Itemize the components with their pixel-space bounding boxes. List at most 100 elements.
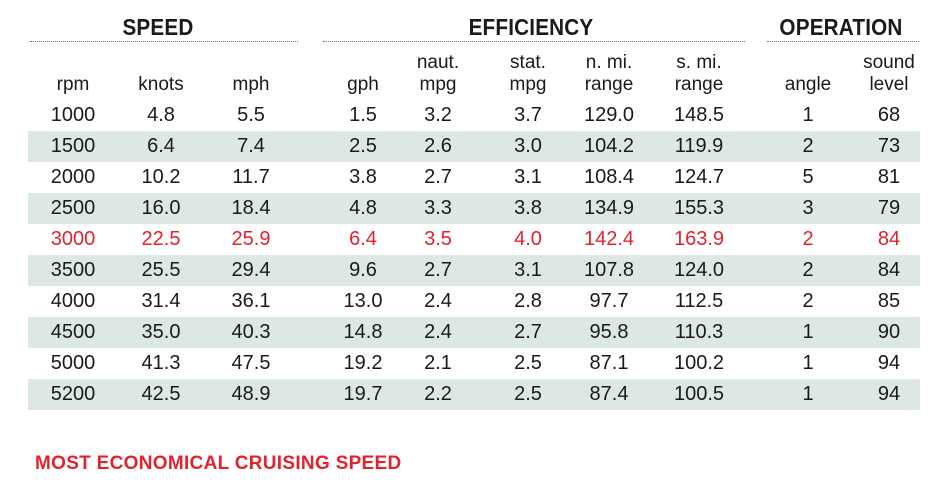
cell-angle: 5: [802, 166, 814, 188]
cell-stat-mpg: 3.8: [514, 197, 542, 219]
cell-sound-level: 73: [877, 135, 901, 157]
cell-gph: 19.7: [343, 383, 383, 405]
cell-sound-level: 94: [877, 352, 901, 374]
cell-mph: 18.4: [231, 197, 271, 219]
cell-mph: 48.9: [231, 383, 271, 405]
cell-sound-level: 90: [877, 321, 901, 343]
cell-knots: 25.5: [141, 259, 181, 281]
column-header-line2: level: [869, 74, 909, 95]
cell-n-mi-range: 108.4: [583, 166, 635, 188]
cell-rpm: 4000: [50, 290, 96, 312]
cell-knots: 10.2: [141, 166, 181, 188]
cell-n-mi-range: 95.8: [589, 321, 629, 343]
cell-s-mi-range: 100.5: [673, 383, 725, 405]
efficiency-group-rule: [323, 41, 745, 42]
cell-n-mi-range: 129.0: [583, 104, 635, 126]
column-header-knots: knots: [123, 48, 199, 96]
cell-knots: 31.4: [141, 290, 181, 312]
cell-stat-mpg: 2.8: [514, 290, 542, 312]
cell-naut-mpg: 3.5: [424, 228, 452, 250]
table-row: 5000 41.3 47.5 19.2 2.1 2.5 87.1 100.2 1 94: [28, 348, 920, 379]
cell-naut-mpg: 2.1: [424, 352, 452, 374]
cell-sound-level: 79: [877, 197, 901, 219]
cell-gph: 1.5: [349, 104, 377, 126]
speed-group-rule: [30, 41, 298, 42]
cell-angle: 1: [802, 321, 814, 343]
cell-n-mi-range: 97.7: [589, 290, 629, 312]
column-header-s-mi-range: s. mi. range: [663, 48, 735, 96]
group-header-operation: OPERATION: [779, 14, 903, 40]
group-header-speed: SPEED: [122, 14, 194, 40]
table-row: 4000 31.4 36.1 13.0 2.4 2.8 97.7 112.5 2 85: [28, 286, 920, 317]
group-header-efficiency: EFFICIENCY: [468, 14, 594, 40]
cell-stat-mpg: 3.0: [514, 135, 542, 157]
cell-angle: 1: [802, 352, 814, 374]
cell-gph: 3.8: [349, 166, 377, 188]
cell-rpm: 2500: [50, 197, 96, 219]
operation-group-rule: [767, 41, 919, 42]
cell-stat-mpg: 2.7: [514, 321, 542, 343]
cell-stat-mpg: 2.5: [514, 352, 542, 374]
cell-stat-mpg: 4.0: [514, 228, 542, 250]
cell-s-mi-range: 155.3: [673, 197, 725, 219]
cell-stat-mpg: 3.1: [514, 166, 542, 188]
cell-sound-level: 94: [877, 383, 901, 405]
cell-knots: 6.4: [147, 135, 175, 157]
cell-mph: 5.5: [237, 104, 265, 126]
cell-mph: 29.4: [231, 259, 271, 281]
cell-angle: 1: [802, 104, 814, 126]
cell-mph: 25.9: [231, 228, 271, 250]
cell-naut-mpg: 2.6: [424, 135, 452, 157]
table-row-highlighted: 3000 22.5 25.9 6.4 3.5 4.0 142.4 163.9 2 84: [28, 224, 920, 255]
cell-sound-level: 81: [877, 166, 901, 188]
cell-mph: 11.7: [232, 166, 270, 188]
cell-rpm: 1500: [50, 135, 96, 157]
footnote-most-economical: MOST ECONOMICAL CRUISING SPEED: [35, 453, 402, 474]
cell-rpm: 3500: [50, 259, 96, 281]
cell-angle: 3: [802, 197, 814, 219]
cell-s-mi-range: 110.3: [674, 321, 724, 343]
cell-n-mi-range: 134.9: [583, 197, 635, 219]
cell-angle: 2: [802, 290, 814, 312]
cell-gph: 13.0: [343, 290, 383, 312]
column-header-line2: mph: [232, 74, 270, 95]
column-header-line1: n. mi.: [585, 52, 633, 73]
cell-knots: 4.8: [147, 104, 175, 126]
column-header-line2: range: [584, 74, 634, 95]
cell-n-mi-range: 87.1: [589, 352, 629, 374]
table-row: 1500 6.4 7.4 2.5 2.6 3.0 104.2 119.9 2 73: [28, 131, 920, 162]
column-header-line2: knots: [138, 74, 184, 95]
cell-sound-level: 85: [877, 290, 901, 312]
table-row: 2000 10.2 11.7 3.8 2.7 3.1 108.4 124.7 5 81: [28, 162, 920, 193]
cell-naut-mpg: 2.4: [424, 290, 452, 312]
cell-s-mi-range: 163.9: [673, 228, 725, 250]
cell-s-mi-range: 124.7: [673, 166, 725, 188]
column-header-naut-mpg: naut. mpg: [408, 48, 468, 96]
cell-mph: 47.5: [231, 352, 271, 374]
cell-mph: 36.1: [231, 290, 271, 312]
cell-gph: 19.2: [343, 352, 383, 374]
column-header-line1: stat.: [510, 52, 546, 73]
table-row: 2500 16.0 18.4 4.8 3.3 3.8 134.9 155.3 3 79: [28, 193, 920, 224]
cell-n-mi-range: 142.4: [583, 228, 635, 250]
cell-naut-mpg: 3.3: [424, 197, 452, 219]
cell-stat-mpg: 3.1: [514, 259, 542, 281]
cell-knots: 41.3: [141, 352, 181, 374]
column-header-line2: mpg: [419, 74, 457, 95]
cell-rpm: 1000: [50, 104, 96, 126]
cell-naut-mpg: 2.2: [424, 383, 452, 405]
cell-angle: 2: [802, 259, 814, 281]
cell-gph: 4.8: [349, 197, 377, 219]
cell-knots: 22.5: [141, 228, 181, 250]
column-header-line2: rpm: [56, 74, 90, 95]
cell-naut-mpg: 3.2: [424, 104, 452, 126]
cell-stat-mpg: 3.7: [514, 104, 542, 126]
cell-s-mi-range: 124.0: [673, 259, 725, 281]
table-row: 4500 35.0 40.3 14.8 2.4 2.7 95.8 110.3 1 90: [28, 317, 920, 348]
cell-gph: 14.8: [343, 321, 383, 343]
cell-mph: 40.3: [231, 321, 271, 343]
column-header-rpm: rpm: [48, 48, 98, 96]
cell-angle: 2: [802, 135, 814, 157]
column-header-line1: s. mi.: [676, 52, 722, 73]
column-header-line2: range: [674, 74, 724, 95]
